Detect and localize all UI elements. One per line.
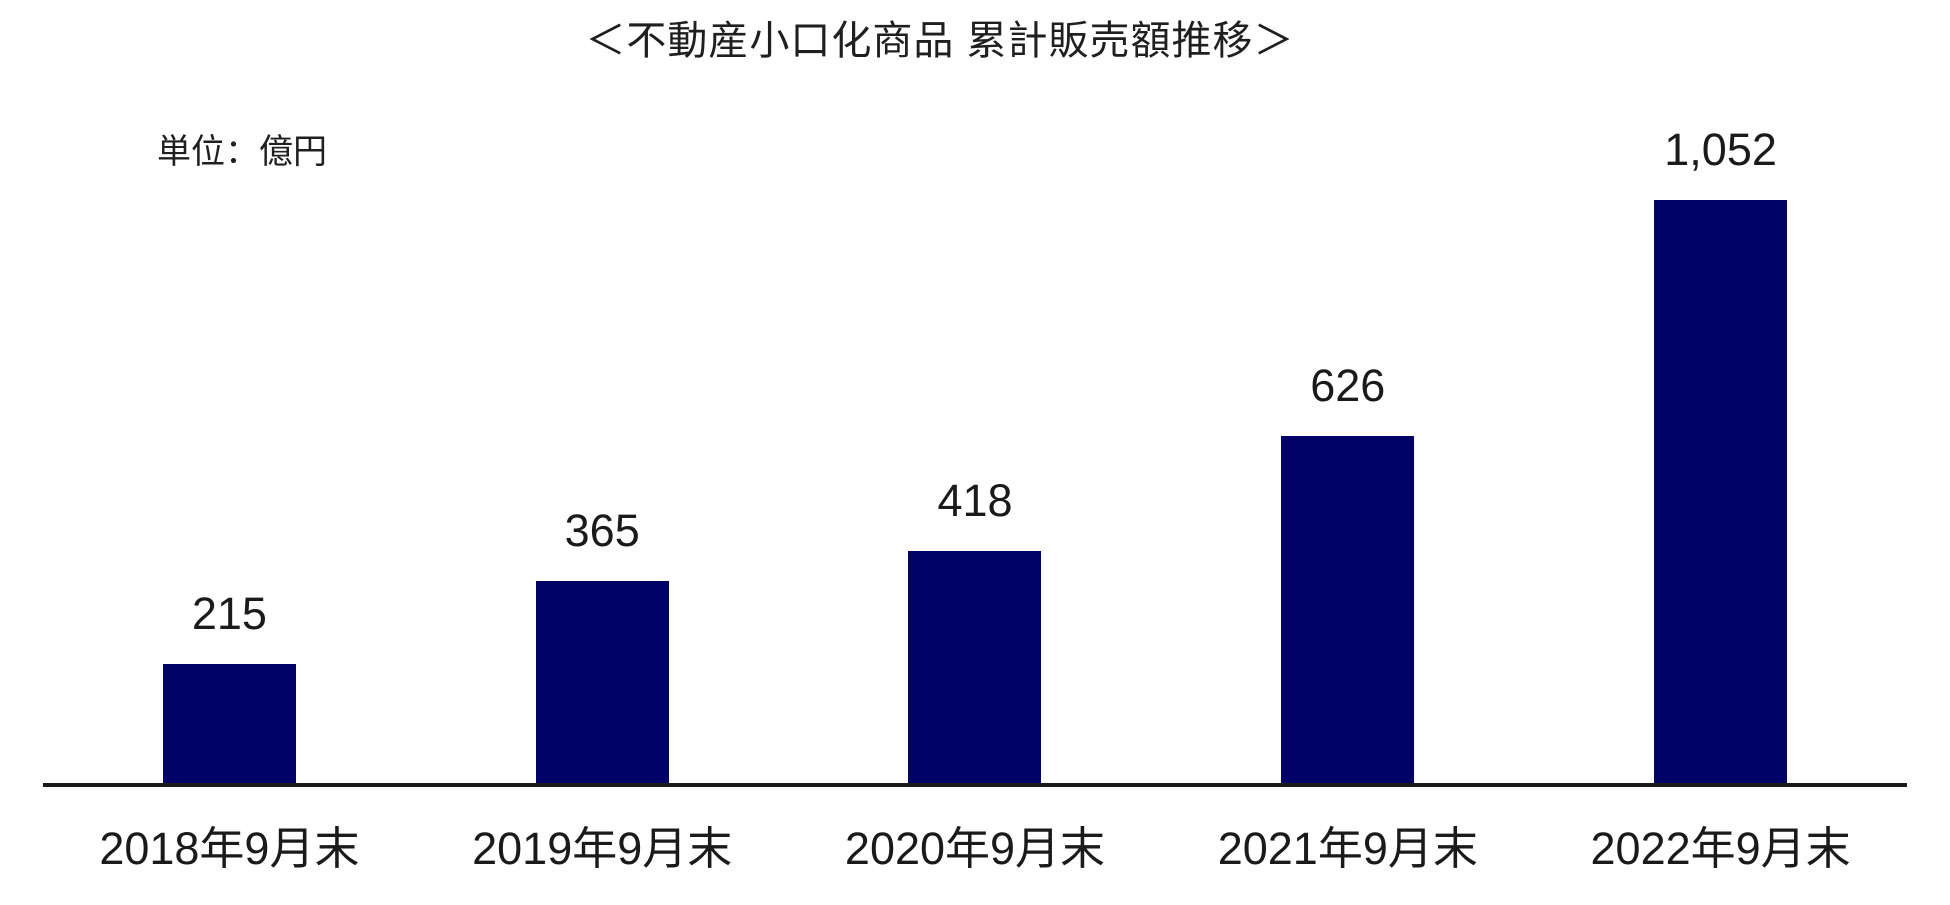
chart-title: ＜不動産小口化商品 累計販売額推移＞: [585, 19, 1295, 63]
bar: [162, 664, 296, 783]
bar-slot: 365: [416, 504, 789, 783]
bar-slot: 626: [1161, 359, 1534, 783]
bars-row: 215 365 418 626 1,052: [43, 0, 1907, 783]
x-axis-line: [43, 783, 1907, 787]
plot-area: 215 365 418 626 1,052: [43, 0, 1907, 783]
bar-value-label: 365: [564, 504, 640, 556]
x-axis-label: 2020年9月末: [844, 823, 1106, 874]
x-axis-label: 2021年9月末: [1217, 823, 1478, 874]
bar-value-label: 1,052: [1664, 123, 1777, 175]
unit-label: 単位：億円: [157, 133, 327, 171]
bar-value-label: 418: [937, 474, 1013, 526]
bar: [535, 581, 669, 783]
bar-value-label: 215: [191, 587, 267, 639]
bar: [908, 551, 1042, 783]
bar-slot: 418: [789, 474, 1162, 783]
x-axis-label: 2022年9月末: [1590, 823, 1851, 874]
x-axis-label: 2018年9月末: [99, 823, 360, 874]
x-axis-label: 2019年9月末: [472, 823, 733, 874]
bar-slot: 1,052: [1534, 123, 1907, 783]
bar: [1654, 200, 1788, 783]
bar-slot: 215: [43, 587, 416, 783]
bar-value-label: 626: [1310, 359, 1386, 411]
x-axis-labels: 2018年9月末 2019年9月末 2020年9月末 2021年9月末 2022年9月末: [43, 812, 1907, 877]
bar: [1281, 436, 1415, 783]
